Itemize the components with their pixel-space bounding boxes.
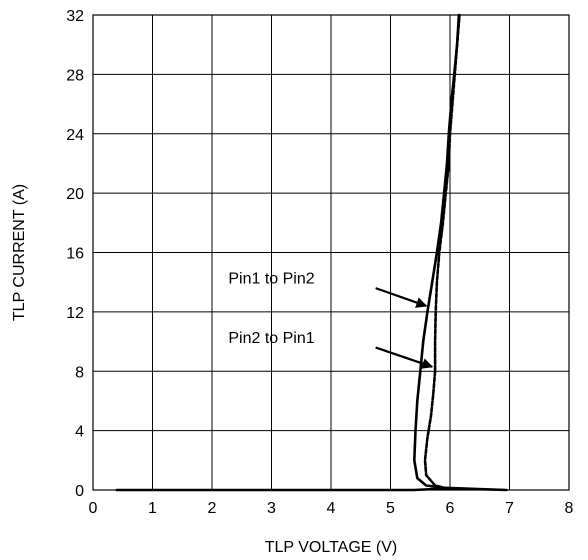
x-tick-label: 8: [565, 500, 574, 517]
y-axis-label: TLP CURRENT (A): [11, 184, 28, 321]
annotation-arrow: [375, 287, 428, 308]
annotation-label: Pin2 to Pin1: [228, 330, 314, 347]
y-tick-labels: 0 4 8 12 16 20 24 28 32: [66, 8, 84, 500]
y-tick-label: 20: [66, 186, 84, 203]
grid-lines: [92, 14, 570, 491]
x-tick-label: 5: [386, 500, 395, 517]
x-axis-label: TLP VOLTAGE (V): [265, 539, 397, 556]
x-tick-label: 3: [267, 500, 276, 517]
x-tick-label: 1: [148, 500, 157, 517]
x-tick-label: 4: [327, 500, 336, 517]
y-tick-label: 28: [66, 67, 84, 84]
y-tick-label: 24: [66, 127, 84, 144]
y-tick-label: 16: [66, 246, 84, 263]
y-tick-label: 12: [66, 305, 84, 322]
annotations: Pin1 to Pin2 Pin2 to Pin1: [228, 271, 434, 369]
y-tick-label: 0: [75, 483, 84, 500]
y-tick-label: 4: [75, 424, 84, 441]
annotation-arrow: [375, 346, 434, 369]
x-tick-label: 6: [446, 500, 455, 517]
x-tick-label: 2: [208, 500, 217, 517]
y-tick-label: 32: [66, 8, 84, 25]
y-tick-label: 8: [75, 364, 84, 381]
series-group: [115, 13, 508, 492]
x-tick-label: 7: [505, 500, 514, 517]
series-line-2: [423, 13, 461, 490]
annotation-label: Pin1 to Pin2: [228, 271, 314, 288]
x-tick-labels: 0 1 2 3 4 5 6 7 8: [89, 500, 574, 517]
x-tick-label: 0: [89, 500, 98, 517]
